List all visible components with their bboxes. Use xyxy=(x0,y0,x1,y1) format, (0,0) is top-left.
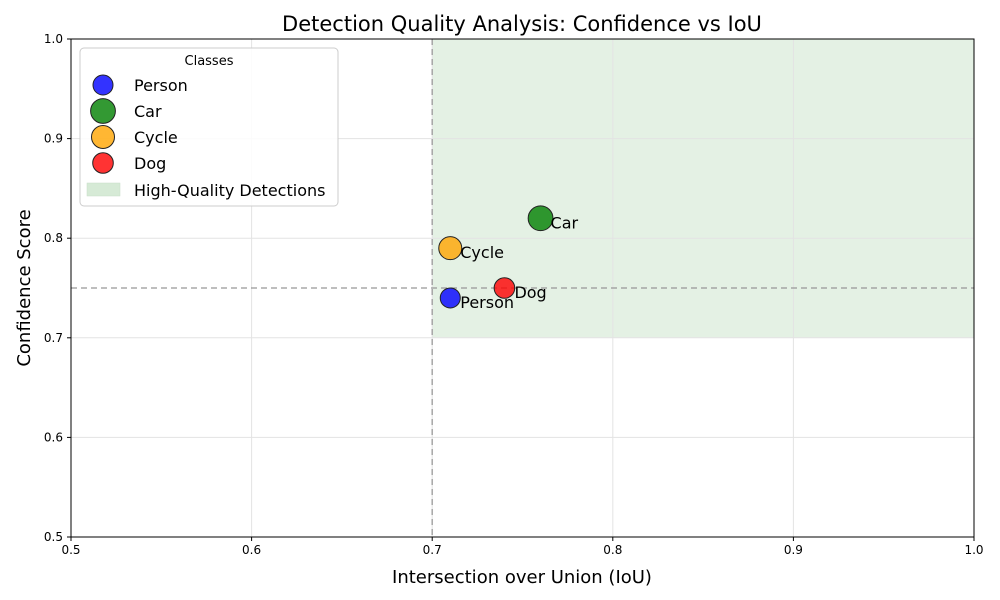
legend-label-car: Car xyxy=(134,102,162,121)
x-tick-label: 1.0 xyxy=(964,543,983,557)
legend-marker-cycle xyxy=(91,125,115,149)
legend-label-person: Person xyxy=(134,76,188,95)
point-label-cycle: Cycle xyxy=(460,243,504,262)
legend-title: Classes xyxy=(185,54,234,69)
y-tick-label: 0.7 xyxy=(44,331,63,345)
y-axis-label: Confidence Score xyxy=(14,209,35,366)
x-tick-label: 0.6 xyxy=(242,543,261,557)
x-tick-label: 0.9 xyxy=(784,543,803,557)
x-tick-label: 0.5 xyxy=(61,543,80,557)
x-axis-label: Intersection over Union (IoU) xyxy=(392,567,652,588)
point-person xyxy=(439,287,461,309)
legend-marker-dog xyxy=(92,152,114,174)
legend: Classes Person Car Cycle Dog High-Quality D… xyxy=(79,47,339,207)
point-label-dog: Dog xyxy=(514,283,546,302)
plot-frame xyxy=(70,38,975,538)
legend-marker-person xyxy=(92,74,114,96)
y-tick-label: 1.0 xyxy=(44,32,63,46)
legend-marker-car xyxy=(90,98,116,124)
point-dog xyxy=(493,277,516,299)
y-tick-label: 0.6 xyxy=(44,430,63,444)
legend-region-label: High-Quality Detections xyxy=(134,181,325,200)
x-tick-label: 0.8 xyxy=(603,543,622,557)
y-tick-label: 0.5 xyxy=(44,530,63,544)
legend-region-swatch xyxy=(86,182,121,197)
legend-box xyxy=(79,47,339,207)
x-tick-label: 0.7 xyxy=(423,543,442,557)
legend-label-cycle: Cycle xyxy=(134,128,178,147)
point-label-car: Car xyxy=(551,213,579,232)
point-car xyxy=(527,205,554,232)
legend-label-dog: Dog xyxy=(134,154,166,173)
chart-title: Detection Quality Analysis: Confidence v… xyxy=(282,12,762,36)
y-tick-label: 0.9 xyxy=(44,132,63,146)
point-cycle xyxy=(438,236,463,261)
y-tick-label: 0.8 xyxy=(44,231,63,245)
